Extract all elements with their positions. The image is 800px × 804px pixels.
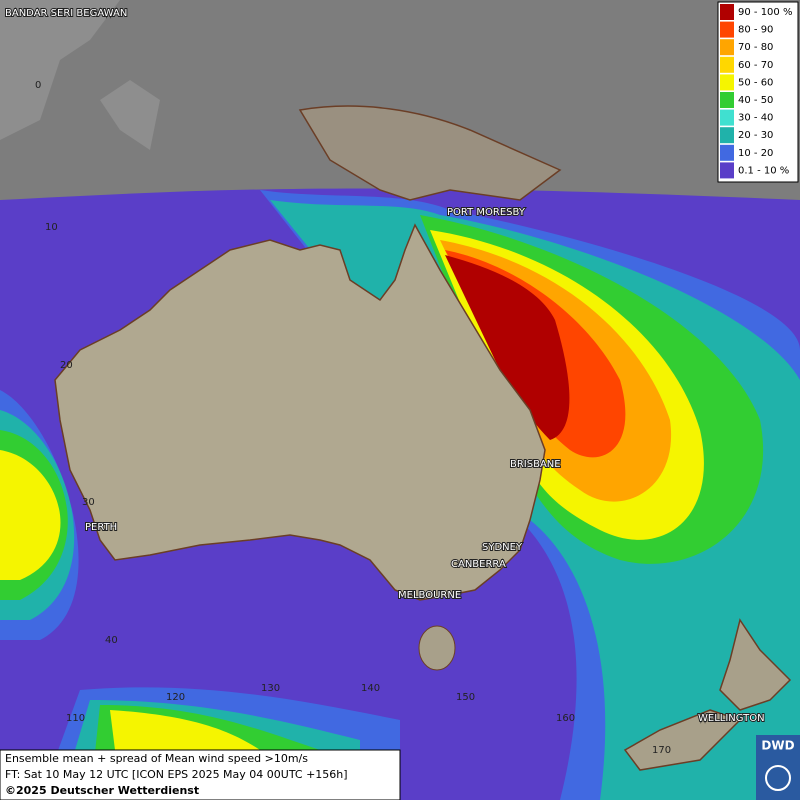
australia <box>54 223 546 601</box>
tasmania <box>418 625 456 671</box>
longitude-label: 170 <box>652 745 671 756</box>
legend-label: 30 - 40 <box>738 113 773 124</box>
legend-swatch <box>720 21 734 38</box>
city-label: PERTH <box>85 522 117 533</box>
city-label: BRISBANE <box>510 459 561 470</box>
new-guinea <box>298 105 562 201</box>
legend-label: 50 - 60 <box>738 77 773 88</box>
legend-label: 70 - 80 <box>738 42 773 53</box>
longitude-label: 130 <box>261 683 280 694</box>
latitude-label: 20 <box>60 360 73 371</box>
footer: Ensemble mean + spread of Mean wind spee… <box>5 752 348 797</box>
legend-swatch <box>720 39 734 56</box>
legend-label: 60 - 70 <box>738 60 773 71</box>
legend: 90 - 100 % 80 - 90 70 - 80 60 - 70 50 - 60 40… <box>720 4 792 179</box>
logo-icon <box>765 765 791 791</box>
legend-swatch <box>720 162 734 179</box>
legend-swatch <box>720 92 734 108</box>
labels: BANDAR SERI BEGAWAN PORT MORESBY BRISBANE S… <box>4 7 766 756</box>
legend-swatch <box>720 127 734 144</box>
footer-line: FT: Sat 10 May 12 UTC [ICON EPS 2025 May… <box>5 768 348 781</box>
city-label: MELBOURNE <box>398 590 461 601</box>
longitude-label: 140 <box>361 683 380 694</box>
latitude-label: 40 <box>105 635 118 646</box>
city-label: WELLINGTON <box>698 713 765 724</box>
legend-label: 90 - 100 % <box>738 7 792 18</box>
new-zealand <box>623 618 792 771</box>
legend-swatch <box>720 144 734 161</box>
legend-label: 20 - 30 <box>738 130 773 141</box>
logo-text: DWD <box>761 739 794 753</box>
legend-swatch <box>720 109 734 126</box>
legend-label: 10 - 20 <box>738 148 773 159</box>
footer-line: ©2025 Deutscher Wetterdienst <box>5 784 199 797</box>
legend-swatch <box>720 4 734 20</box>
borneo <box>0 0 120 140</box>
legend-label: 0.1 - 10 % <box>738 165 789 176</box>
sulawesi <box>100 80 160 150</box>
latitude-label: 30 <box>82 497 95 508</box>
prob-100 <box>445 255 570 440</box>
city-label: BANDAR SERI BEGAWAN <box>5 8 127 19</box>
legend-swatch <box>720 56 734 73</box>
latitude-label: 10 <box>45 222 58 233</box>
longitude-label: 110 <box>66 713 85 724</box>
footer-line: Ensemble mean + spread of Mean wind spee… <box>5 752 308 765</box>
legend-label: 40 - 50 <box>738 95 773 106</box>
longitude-label: 160 <box>556 713 575 724</box>
legend-swatch <box>720 74 734 91</box>
legend-label: 80 - 90 <box>738 25 773 36</box>
city-label: PORT MORESBY <box>447 207 526 218</box>
latitude-label: 0 <box>35 80 41 91</box>
city-label: CANBERRA <box>451 559 506 570</box>
longitude-label: 150 <box>456 692 475 703</box>
city-label: SYDNEY <box>482 542 523 553</box>
longitude-label: 120 <box>166 692 185 703</box>
